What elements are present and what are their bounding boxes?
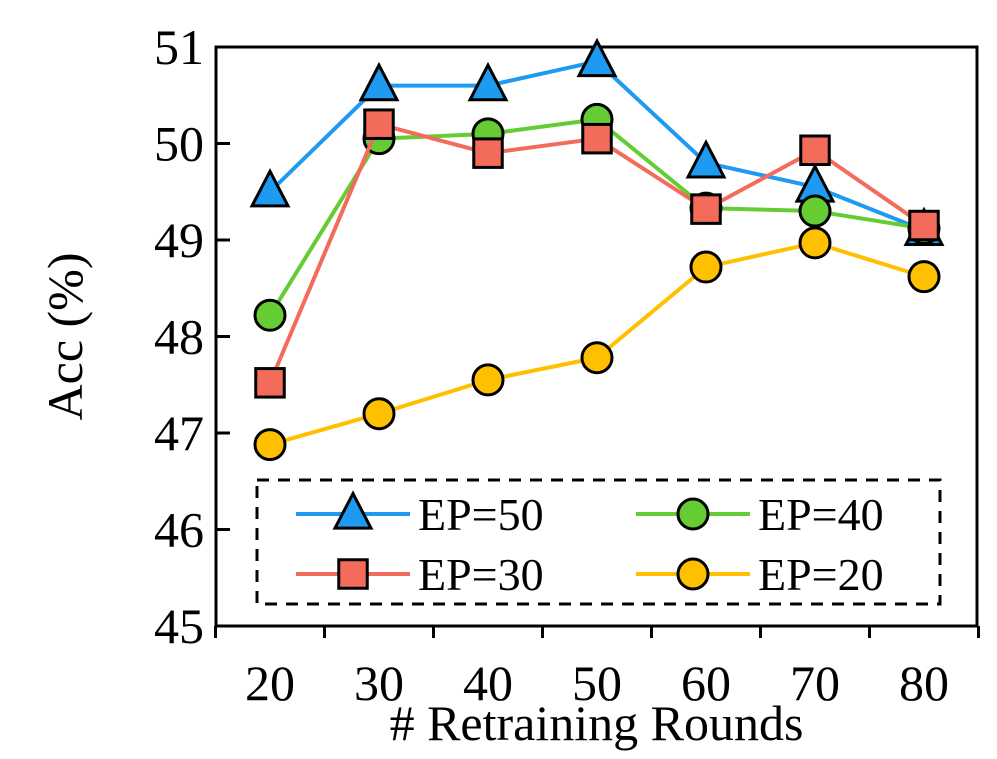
- legend-item: EP=40: [636, 489, 884, 540]
- data-point: [253, 428, 287, 462]
- legend-marker: [332, 490, 374, 530]
- y-tick-label: 50: [154, 116, 204, 172]
- x-axis-title: # Retraining Rounds: [390, 695, 804, 751]
- y-tick-label: 46: [154, 502, 204, 558]
- data-point: [685, 139, 727, 179]
- y-axis-title: Acc (%): [37, 253, 93, 421]
- data-point: [358, 61, 400, 102]
- legend-marker: [676, 497, 710, 531]
- data-point: [799, 134, 831, 167]
- y-tick-label: 45: [154, 598, 204, 654]
- legend-label: EP=40: [758, 489, 884, 540]
- x-tick-label: 60: [681, 655, 731, 711]
- data-point: [363, 108, 395, 140]
- data-point: [472, 137, 504, 169]
- data-point: [907, 260, 941, 294]
- y-tick-label: 47: [154, 405, 204, 461]
- x-tick-label: 30: [354, 655, 404, 711]
- series-ep-20: [253, 226, 941, 462]
- data-point: [576, 37, 618, 78]
- x-axis: 20 30 40 50 60 70 80: [214, 626, 980, 711]
- x-tick-label: 50: [572, 655, 622, 711]
- legend-marker: [337, 558, 369, 590]
- y-tick-label: 48: [154, 309, 204, 365]
- data-point: [471, 363, 505, 397]
- legend-label: EP=50: [418, 489, 544, 540]
- data-point: [254, 367, 286, 399]
- data-point: [689, 250, 723, 284]
- y-axis: 45 46 47 48 49 50 51: [154, 19, 230, 654]
- y-tick-label: 49: [154, 212, 204, 268]
- data-point: [249, 168, 291, 208]
- data-point: [690, 193, 722, 225]
- legend-label: EP=20: [758, 549, 884, 600]
- data-point: [253, 298, 287, 332]
- y-tick-label: 51: [154, 19, 204, 75]
- legend-box: [255, 478, 942, 606]
- data-point: [362, 397, 396, 431]
- data-point: [908, 209, 940, 242]
- legend-marker: [676, 557, 710, 591]
- x-tick-label: 70: [790, 655, 840, 711]
- data-point: [798, 226, 832, 260]
- x-tick-label: 20: [245, 655, 295, 711]
- legend: EP=50 EP=40 EP=30 EP=20: [255, 478, 942, 606]
- data-point: [580, 341, 614, 375]
- x-tick-label: 40: [463, 655, 513, 711]
- data-point: [798, 194, 832, 228]
- legend-label: EP=30: [418, 549, 544, 600]
- data-point: [581, 122, 613, 155]
- legend-item: EP=30: [296, 549, 544, 600]
- series-layer: [249, 37, 945, 462]
- series-ep-30: [254, 108, 940, 399]
- x-tick-label: 80: [899, 655, 949, 711]
- data-point: [467, 61, 509, 102]
- legend-item: EP=50: [296, 489, 544, 540]
- legend-item: EP=20: [636, 549, 884, 600]
